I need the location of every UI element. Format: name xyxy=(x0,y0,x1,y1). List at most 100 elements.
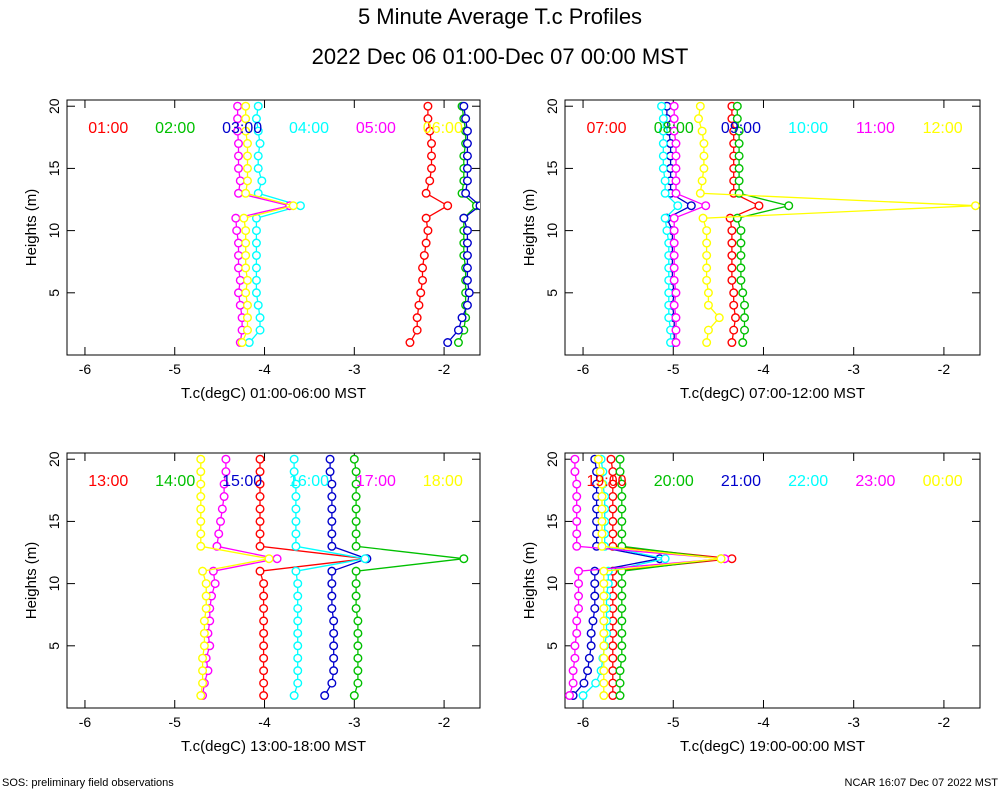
data-point xyxy=(198,566,208,576)
data-point xyxy=(289,691,299,701)
data-point xyxy=(615,691,625,701)
data-point xyxy=(353,678,363,688)
data-point xyxy=(599,566,609,576)
footer-timestamp: NCAR 16:07 Dec 07 2022 MST xyxy=(844,777,998,789)
data-point xyxy=(462,163,472,173)
data-point xyxy=(255,529,265,539)
data-point xyxy=(572,541,582,551)
data-point xyxy=(584,653,594,663)
y-tick-label: 5 xyxy=(544,289,560,297)
data-point xyxy=(255,492,265,502)
data-point xyxy=(239,213,249,223)
data-point xyxy=(196,516,206,526)
legend-label: 04:00 xyxy=(289,120,329,137)
data-point xyxy=(697,176,707,186)
data-point xyxy=(353,616,363,626)
chart-panel-2: -6 -5 -4 -3 -2 5 10 15 20 T.c(degC) 07:00-12:00 M… xyxy=(521,98,981,402)
data-point xyxy=(658,114,668,124)
data-point xyxy=(235,300,245,310)
data-point xyxy=(669,300,679,310)
data-point xyxy=(351,529,361,539)
data-point xyxy=(462,263,472,273)
series-13:00 xyxy=(255,454,371,701)
data-point xyxy=(353,653,363,663)
data-point xyxy=(727,275,737,285)
data-point xyxy=(253,163,263,173)
data-point xyxy=(219,479,229,489)
legend-label: 11:00 xyxy=(856,120,895,137)
data-point xyxy=(699,151,709,161)
data-point xyxy=(617,492,627,502)
data-point xyxy=(462,176,472,186)
series-01:00 xyxy=(405,101,453,348)
chart-panel-4: -6 -5 -4 -3 -2 5 10 15 20 T.c(degC) 19:00-00:00 M… xyxy=(521,451,981,755)
data-point xyxy=(325,467,335,477)
y-tick-label: 20 xyxy=(544,98,560,114)
data-point xyxy=(617,616,627,626)
series-line xyxy=(619,459,722,696)
data-point xyxy=(353,628,363,638)
series-05:00 xyxy=(231,101,295,348)
data-point xyxy=(288,201,298,211)
data-point xyxy=(329,641,339,651)
legend-label: 20:00 xyxy=(654,473,694,490)
data-point xyxy=(233,139,243,149)
series-17:00 xyxy=(198,454,282,701)
data-point xyxy=(658,139,668,149)
data-point xyxy=(574,579,584,589)
series-line xyxy=(610,459,732,696)
legend-label: 03:00 xyxy=(222,120,262,137)
data-point xyxy=(257,176,267,186)
data-point xyxy=(327,541,337,551)
plot-frame xyxy=(564,99,981,356)
data-point xyxy=(349,454,359,464)
x-tick-label: -2 xyxy=(938,714,951,730)
data-point xyxy=(198,653,208,663)
data-point xyxy=(591,678,601,688)
data-point xyxy=(351,516,361,526)
data-point xyxy=(251,238,261,248)
data-point xyxy=(701,201,711,211)
plot-area xyxy=(565,454,737,701)
data-point xyxy=(291,504,301,514)
data-point xyxy=(242,151,252,161)
data-point xyxy=(572,516,582,526)
x-tick-label: -4 xyxy=(258,361,271,377)
data-point xyxy=(291,566,301,576)
data-point xyxy=(727,338,737,348)
data-point xyxy=(259,579,269,589)
data-point xyxy=(660,176,670,186)
data-point xyxy=(196,467,206,477)
data-point xyxy=(572,628,582,638)
data-point xyxy=(244,338,254,348)
data-point xyxy=(608,529,618,539)
data-point xyxy=(201,591,211,601)
data-point xyxy=(242,300,252,310)
legend-label: 21:00 xyxy=(721,473,761,490)
data-point xyxy=(353,641,363,651)
data-point xyxy=(351,566,361,576)
data-point xyxy=(695,101,705,111)
data-point xyxy=(740,300,750,310)
data-point xyxy=(196,479,206,489)
data-point xyxy=(251,263,261,273)
data-point xyxy=(196,504,206,514)
data-point xyxy=(241,114,251,124)
data-point xyxy=(597,541,607,551)
data-point xyxy=(291,516,301,526)
data-point xyxy=(419,250,429,260)
data-point xyxy=(599,691,609,701)
series-00:00 xyxy=(593,454,726,701)
data-point xyxy=(608,641,618,651)
x-tick-label: -4 xyxy=(757,361,770,377)
data-point xyxy=(671,176,681,186)
data-point xyxy=(574,591,584,601)
series-16:00 xyxy=(289,454,370,701)
data-point xyxy=(459,101,469,111)
series-11:00 xyxy=(669,101,711,348)
data-point xyxy=(727,238,737,248)
data-point xyxy=(462,126,472,136)
data-point xyxy=(423,226,433,236)
data-point xyxy=(351,603,361,613)
